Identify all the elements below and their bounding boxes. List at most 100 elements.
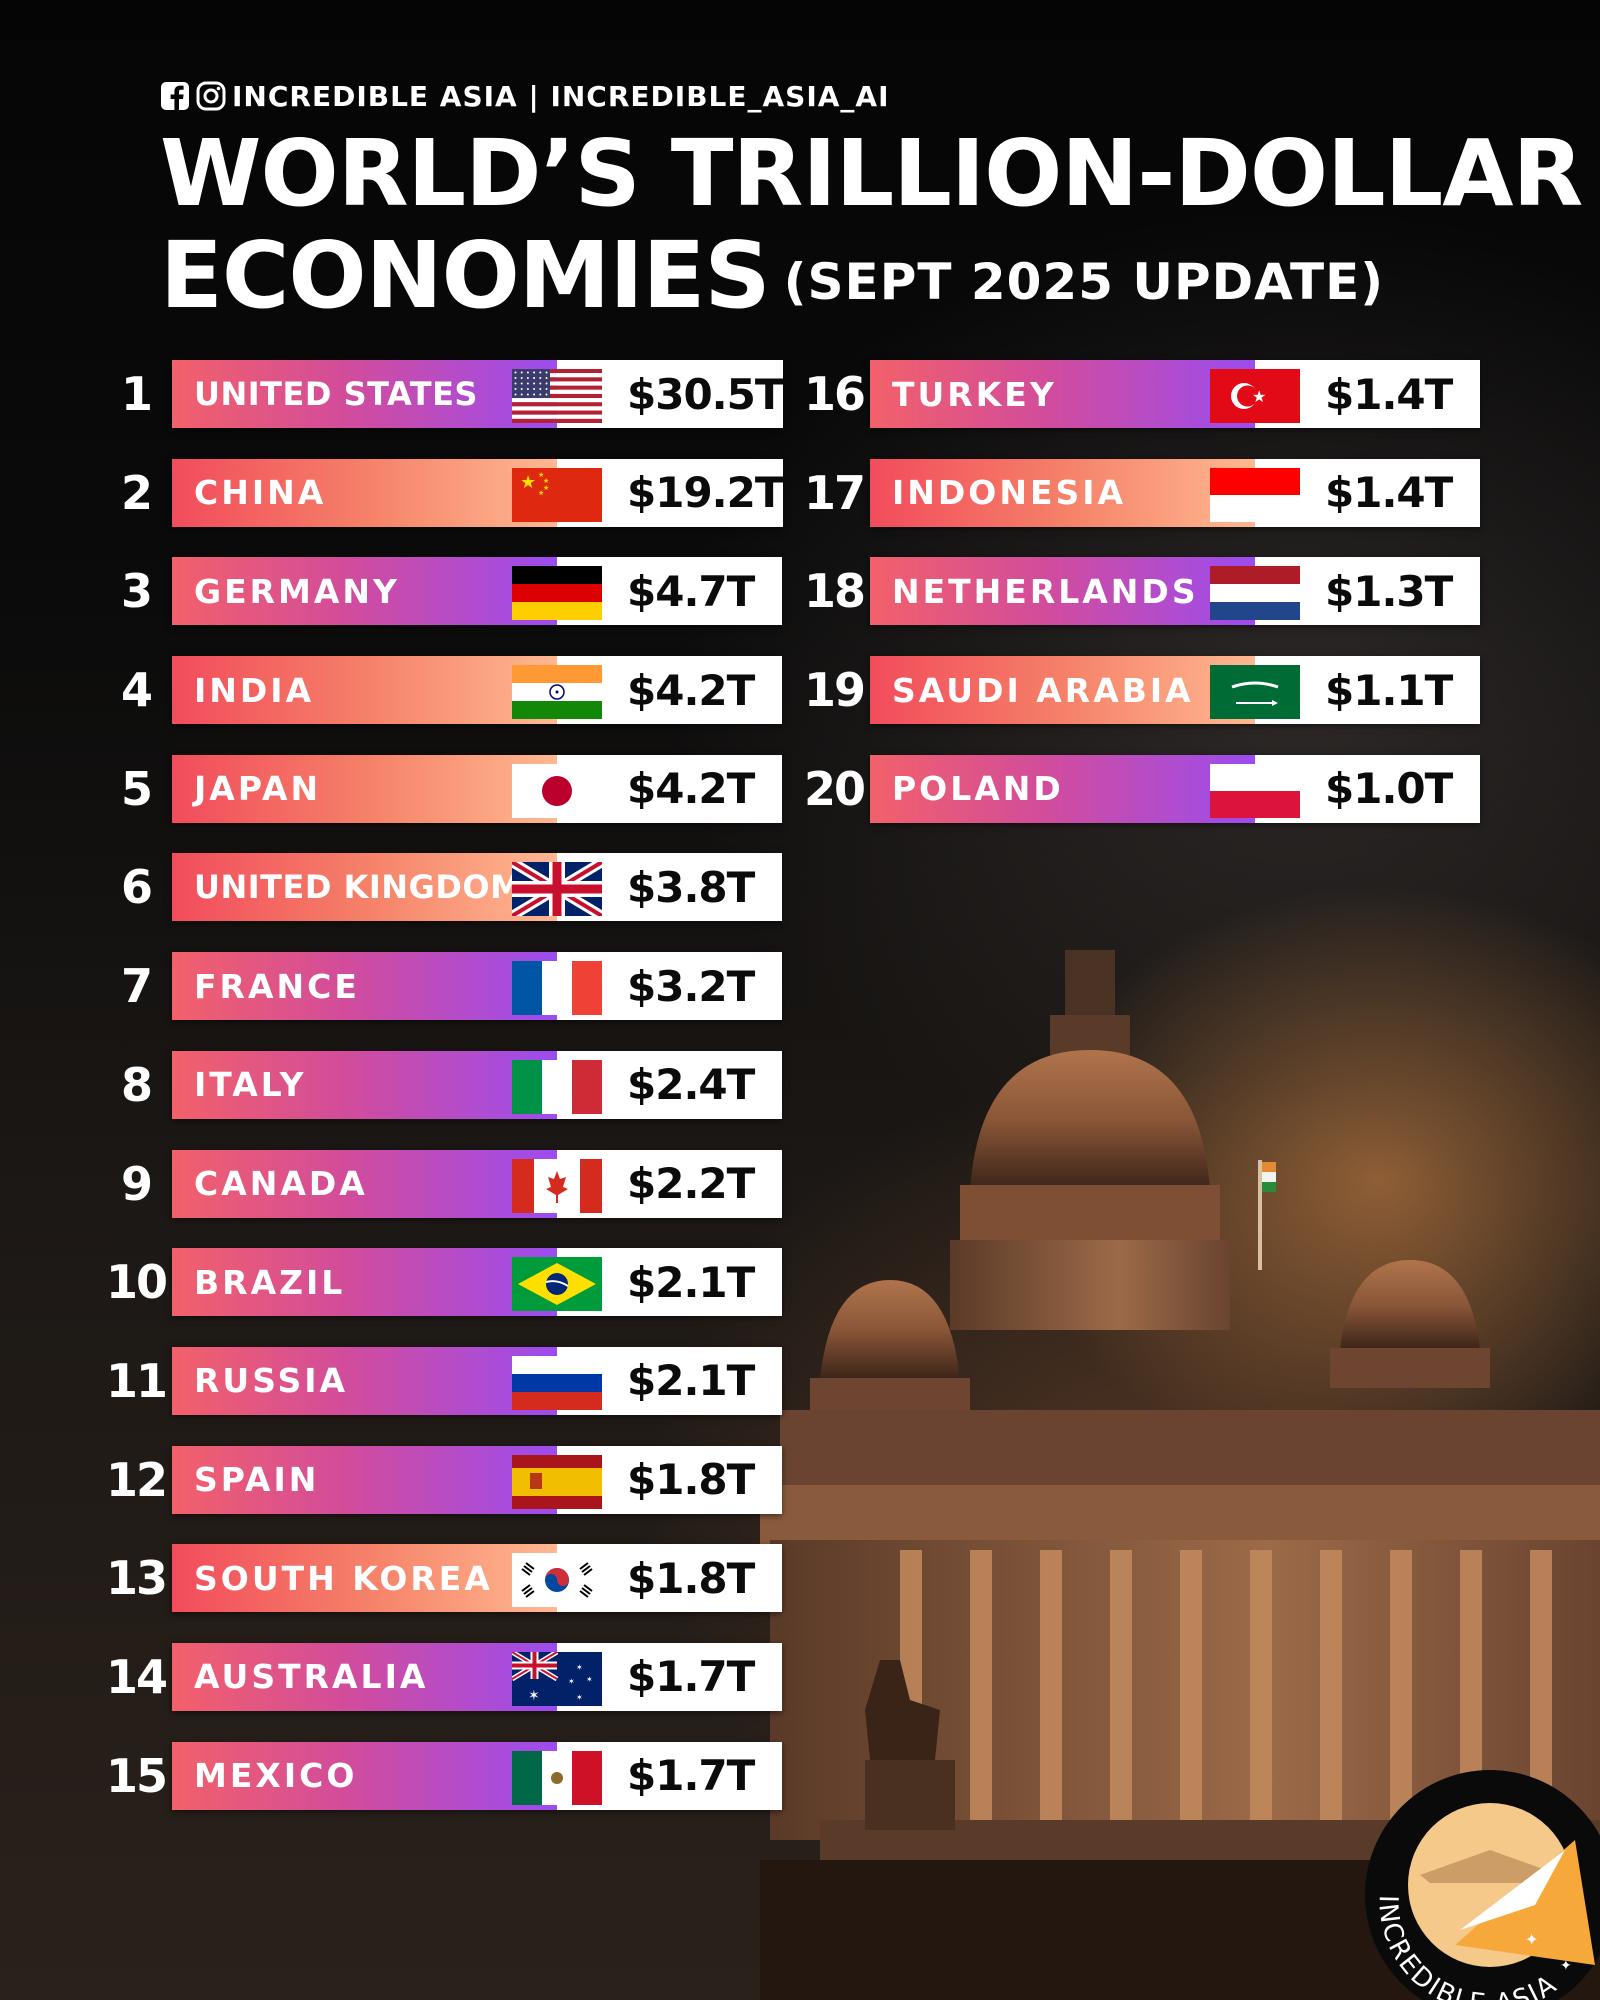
social-text: INCREDIBLE ASIA | INCREDIBLE_ASIA_AI (232, 79, 890, 113)
turkey-flag-icon: ★ (1210, 369, 1300, 423)
south-korea-flag-icon (512, 1553, 602, 1608)
country-label-bg: TURKEY ★ (870, 360, 1300, 428)
page-title-line2: ECONOMIES (SEPT 2025 UPDATE) (160, 222, 1384, 329)
ranking-column-right: 16 TURKEY ★ $1.4T 17 INDONESIA $1.4T 18 NETHERLA… (798, 360, 1480, 853)
ranking-row: 10 BRAZIL $2.1T (100, 1248, 782, 1317)
rank-number: 2 (120, 465, 153, 520)
rank-number: 3 (120, 564, 153, 619)
ranking-row: 13 SOUTH KOREA $1.8T (100, 1544, 782, 1613)
country-name: JAPAN (194, 769, 322, 809)
country-bar: UNITED KINGDOM $3.8T (172, 853, 782, 922)
ranking-row: 11 RUSSIA $2.1T (100, 1346, 782, 1415)
country-label-bg: BRAZIL (172, 1248, 602, 1317)
mexico-flag-icon (512, 1750, 602, 1805)
spain-flag-icon (512, 1454, 602, 1509)
india-flag-icon (512, 665, 602, 720)
france-flag-icon (512, 961, 602, 1016)
rank-number: 11 (105, 1353, 168, 1408)
ranking-row: 18 NETHERLANDS $1.3T (798, 557, 1480, 626)
country-label-bg: FRANCE (172, 952, 602, 1021)
country-name: AUSTRALIA (194, 1657, 429, 1697)
ranking-row: 17 INDONESIA $1.4T (798, 458, 1480, 527)
country-bar: FRANCE $3.2T (172, 952, 782, 1021)
country-name: CANADA (194, 1164, 368, 1203)
country-name: SOUTH KOREA (194, 1558, 493, 1598)
ranking-row: 7 FRANCE $3.2T (100, 952, 782, 1021)
country-bar: INDONESIA $1.4T (870, 458, 1480, 527)
uk-flag-icon (512, 862, 602, 917)
page-title-line1: WORLD’S TRILLION-DOLLAR (160, 120, 1583, 227)
country-label-bg: SPAIN (172, 1445, 602, 1514)
instagram-icon (196, 81, 226, 111)
country-name: GERMANY (194, 571, 400, 611)
country-bar: CANADA $2.2T (172, 1149, 782, 1218)
ranking-row: 5 JAPAN $4.2T (100, 754, 782, 823)
ranking-column-left: 1 UNITED STATES $30.5T 2 CHINA ★ ★ ★ ★ ★ $19.2T 3 GE… (100, 360, 783, 1840)
germany-flag-icon (512, 566, 602, 621)
country-label-bg: SOUTH KOREA (172, 1544, 602, 1613)
china-flag-icon: ★ ★ ★ ★ ★ (512, 467, 602, 522)
svg-text:★: ★ (538, 489, 544, 497)
country-bar: UNITED STATES $30.5T (172, 360, 783, 428)
svg-text:★: ★ (520, 472, 536, 493)
svg-text:✶: ✶ (576, 1663, 583, 1672)
ranking-row: 3 GERMANY $4.7T (100, 557, 782, 626)
rank-number: 20 (803, 761, 866, 816)
country-name: MEXICO (194, 1756, 358, 1796)
page-title-line2-text: ECONOMIES (160, 222, 771, 329)
country-label-bg: SAUDI ARABIA (870, 656, 1300, 725)
country-label-bg: GERMANY (172, 557, 602, 626)
ranking-row: 19 SAUDI ARABIA $1.1T (798, 656, 1480, 725)
country-label-bg: JAPAN (172, 754, 602, 823)
country-label-bg: AUSTRALIA ✶ ✶ ✶ ✶ ✶ (172, 1642, 602, 1711)
country-bar: NETHERLANDS $1.3T (870, 557, 1480, 626)
indonesia-flag-icon (1210, 467, 1300, 522)
rank-number: 19 (803, 663, 866, 718)
country-bar: MEXICO $1.7T (172, 1741, 782, 1810)
rank-number: 1 (120, 367, 153, 421)
svg-text:★: ★ (543, 477, 549, 485)
facebook-icon (160, 81, 190, 111)
country-name: POLAND (892, 769, 1064, 809)
page-subtitle: (SEPT 2025 UPDATE) (783, 253, 1385, 311)
ranking-row: 1 UNITED STATES $30.5T (100, 360, 783, 428)
country-label-bg: UNITED KINGDOM (172, 853, 602, 922)
social-handle: INCREDIBLE ASIA | INCREDIBLE_ASIA_AI (160, 78, 890, 114)
country-name: UNITED STATES (194, 375, 478, 413)
country-label-bg: RUSSIA (172, 1346, 602, 1415)
ranking-row: 6 UNITED KINGDOM $3.8T (100, 853, 782, 922)
gdp-value: $1.3T (1255, 557, 1480, 626)
svg-text:★: ★ (538, 471, 544, 479)
rank-number: 18 (803, 564, 866, 619)
country-bar: BRAZIL $2.1T (172, 1248, 782, 1317)
country-label-bg: INDIA (172, 656, 602, 725)
us-flag-icon (512, 369, 602, 423)
svg-text:★: ★ (1252, 387, 1266, 406)
svg-text:✶: ✶ (576, 1693, 583, 1702)
ranking-row: 4 INDIA $4.2T (100, 656, 782, 725)
country-name: UNITED KINGDOM (194, 868, 523, 907)
country-bar: POLAND $1.0T (870, 754, 1480, 823)
ranking-row: 16 TURKEY ★ $1.4T (798, 360, 1480, 428)
netherlands-flag-icon (1210, 566, 1300, 621)
rank-number: 17 (803, 465, 866, 520)
brazil-flag-icon (512, 1257, 602, 1312)
svg-text:✶: ✶ (568, 1677, 575, 1686)
svg-text:✶: ✶ (528, 1688, 540, 1704)
country-bar: SPAIN $1.8T (172, 1445, 782, 1514)
country-bar: ITALY $2.4T (172, 1050, 782, 1119)
country-bar: GERMANY $4.7T (172, 557, 782, 626)
country-name: ITALY (194, 1065, 307, 1105)
rank-number: 9 (120, 1156, 153, 1211)
vidhana-soudha-building-image (760, 950, 1600, 2000)
svg-text:✶: ✶ (586, 1675, 593, 1684)
svg-text:✦: ✦ (1525, 1930, 1538, 1949)
country-name: RUSSIA (194, 1361, 349, 1401)
rank-number: 13 (105, 1551, 168, 1606)
ranking-row: 2 CHINA ★ ★ ★ ★ ★ $19.2T (100, 458, 783, 527)
rank-number: 12 (105, 1452, 168, 1507)
country-label-bg: NETHERLANDS (870, 557, 1300, 626)
country-name: SPAIN (194, 1460, 320, 1500)
country-bar: SAUDI ARABIA $1.1T (870, 656, 1480, 725)
australia-flag-icon: ✶ ✶ ✶ ✶ ✶ (512, 1651, 602, 1706)
